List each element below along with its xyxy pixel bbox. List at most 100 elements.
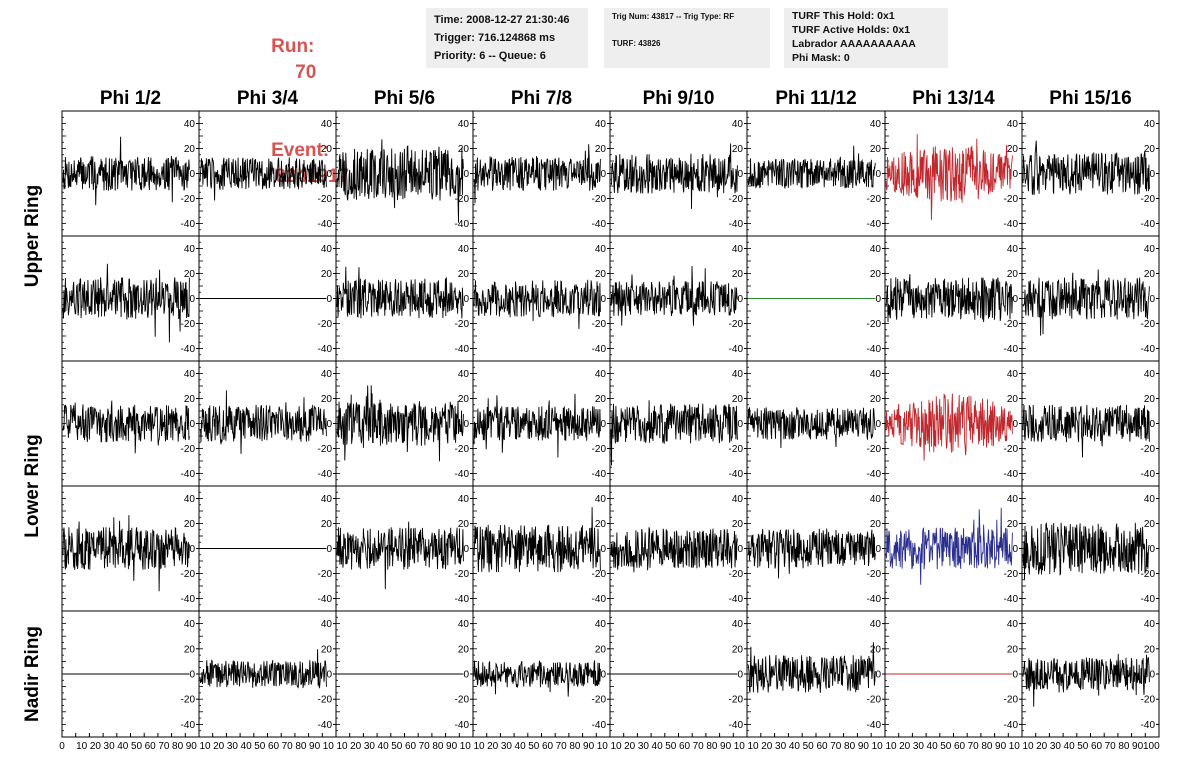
x-tick-label: 30 <box>1050 741 1062 752</box>
y-tick-label: 20 <box>1007 394 1019 405</box>
y-tick-label: 0 <box>875 169 881 180</box>
column-header-7: Phi 13/14 <box>912 88 995 109</box>
y-tick-label: -20 <box>1004 569 1019 580</box>
waveform-trace-r4-c6 <box>747 528 876 579</box>
priority-text: Priority: 6 -- Queue: 6 <box>434 50 546 62</box>
x-tick-label: 90 <box>309 741 321 752</box>
x-tick-label: 90 <box>720 741 732 752</box>
y-tick-label: -40 <box>455 344 470 355</box>
y-tick-label: 20 <box>870 644 882 655</box>
y-tick-label: 20 <box>1144 144 1156 155</box>
y-tick-label: 40 <box>732 244 744 255</box>
y-tick-label: -40 <box>1004 594 1019 605</box>
y-tick-label: -40 <box>1141 219 1156 230</box>
y-tick-label: 0 <box>326 294 332 305</box>
x-tick-label: 40 <box>927 741 939 752</box>
x-tick-label: 10 <box>610 741 622 752</box>
waveform-trace-r1-c4 <box>473 144 601 204</box>
y-tick-label: 40 <box>321 119 333 130</box>
waveform-trace-r5-c2 <box>199 649 327 689</box>
x-tick-label: 20 <box>90 741 102 752</box>
y-tick-label: 20 <box>321 269 333 280</box>
column-header-4: Phi 7/8 <box>511 88 572 109</box>
y-tick-label: 40 <box>1007 369 1019 380</box>
waveform-trace-r4-c7 <box>885 507 1013 585</box>
y-tick-label: 0 <box>1149 419 1155 430</box>
column-header-8: Phi 15/16 <box>1049 88 1131 109</box>
ring-label-3: Nadir Ring <box>22 626 43 722</box>
y-tick-label: -40 <box>867 469 882 480</box>
x-tick-label: 40 <box>515 741 527 752</box>
y-tick-label: 0 <box>737 419 743 430</box>
y-tick-label: 20 <box>870 269 882 280</box>
y-tick-label: 20 <box>1007 519 1019 530</box>
y-tick-label: -40 <box>867 344 882 355</box>
y-tick-label: -20 <box>455 444 470 455</box>
x-tick-label: 80 <box>432 741 444 752</box>
y-tick-label: -40 <box>455 469 470 480</box>
y-tick-label: 0 <box>1149 544 1155 555</box>
x-tick-label: 60 <box>268 741 280 752</box>
x-tick-label: 50 <box>803 741 815 752</box>
y-tick-label: 0 <box>600 294 606 305</box>
waveform-trace-r1-c2 <box>199 157 327 201</box>
x-tick-label: 60 <box>816 741 828 752</box>
y-tick-label: 20 <box>595 644 607 655</box>
y-tick-label: 40 <box>595 369 607 380</box>
x-tick-label: 30 <box>775 741 787 752</box>
y-tick-label: 20 <box>184 394 196 405</box>
y-tick-label: -20 <box>867 444 882 455</box>
y-tick-label: -40 <box>1141 344 1156 355</box>
y-tick-label: 40 <box>732 494 744 505</box>
y-tick-label: 40 <box>732 619 744 630</box>
waveform-trace-r2-c8 <box>1022 269 1150 336</box>
y-tick-label: 20 <box>732 394 744 405</box>
waveform-trace-r1-c6 <box>747 145 876 189</box>
x-tick-label: 60 <box>542 741 554 752</box>
waveform-trace-r3-c6 <box>747 407 876 449</box>
y-tick-label: -20 <box>455 569 470 580</box>
x-tick-label: 30 <box>364 741 376 752</box>
y-tick-label: 40 <box>1144 119 1156 130</box>
y-tick-label: 40 <box>732 119 744 130</box>
y-tick-label: 40 <box>1007 494 1019 505</box>
trigger-text: Trigger: 716.124868 ms <box>434 32 556 44</box>
y-tick-label: -40 <box>318 219 333 230</box>
y-tick-label: -20 <box>867 319 882 330</box>
y-tick-label: -40 <box>729 594 744 605</box>
trigger-info-box: Trig Num: 43817 -- Trig Type: RF TURF: 4… <box>604 8 770 68</box>
y-tick-label: 0 <box>1012 544 1018 555</box>
y-tick-label: 0 <box>326 670 332 681</box>
x-tick-label: 20 <box>350 741 362 752</box>
x-tick-label: 70 <box>1105 741 1117 752</box>
waveform-trace-r4-c5 <box>610 527 738 573</box>
y-tick-label: 0 <box>189 670 195 681</box>
x-tick-label: 10 <box>597 741 609 752</box>
waveform-trace-r2-c4 <box>473 279 601 330</box>
x-tick-label: 10 <box>1009 741 1021 752</box>
x-tick-label: 0 <box>59 741 65 752</box>
run-row: Run: 70 <box>250 8 420 112</box>
y-tick-label: 40 <box>458 619 470 630</box>
y-tick-label: 0 <box>1012 670 1018 681</box>
y-tick-label: 40 <box>1007 119 1019 130</box>
y-tick-label: 0 <box>189 419 195 430</box>
y-tick-label: -40 <box>318 594 333 605</box>
x-tick-label: 80 <box>844 741 856 752</box>
y-tick-label: -20 <box>729 569 744 580</box>
x-tick-label: 90 <box>1132 741 1144 752</box>
x-tick-label: 10 <box>76 741 88 752</box>
y-tick-label: 40 <box>870 244 882 255</box>
turf-hold-text: TURF This Hold: 0x1 <box>792 10 895 22</box>
y-tick-label: -20 <box>318 569 333 580</box>
y-tick-label: 0 <box>1149 670 1155 681</box>
waveform-trace-r1-c3 <box>336 139 464 223</box>
x-tick-label: 60 <box>679 741 691 752</box>
x-tick-label: 80 <box>569 741 581 752</box>
y-tick-label: -20 <box>1141 695 1156 706</box>
x-tick-label: 20 <box>624 741 636 752</box>
x-tick-label: 70 <box>419 741 431 752</box>
x-tick-label: 90 <box>858 741 870 752</box>
y-tick-label: -40 <box>1004 219 1019 230</box>
x-tick-label: 30 <box>104 741 116 752</box>
